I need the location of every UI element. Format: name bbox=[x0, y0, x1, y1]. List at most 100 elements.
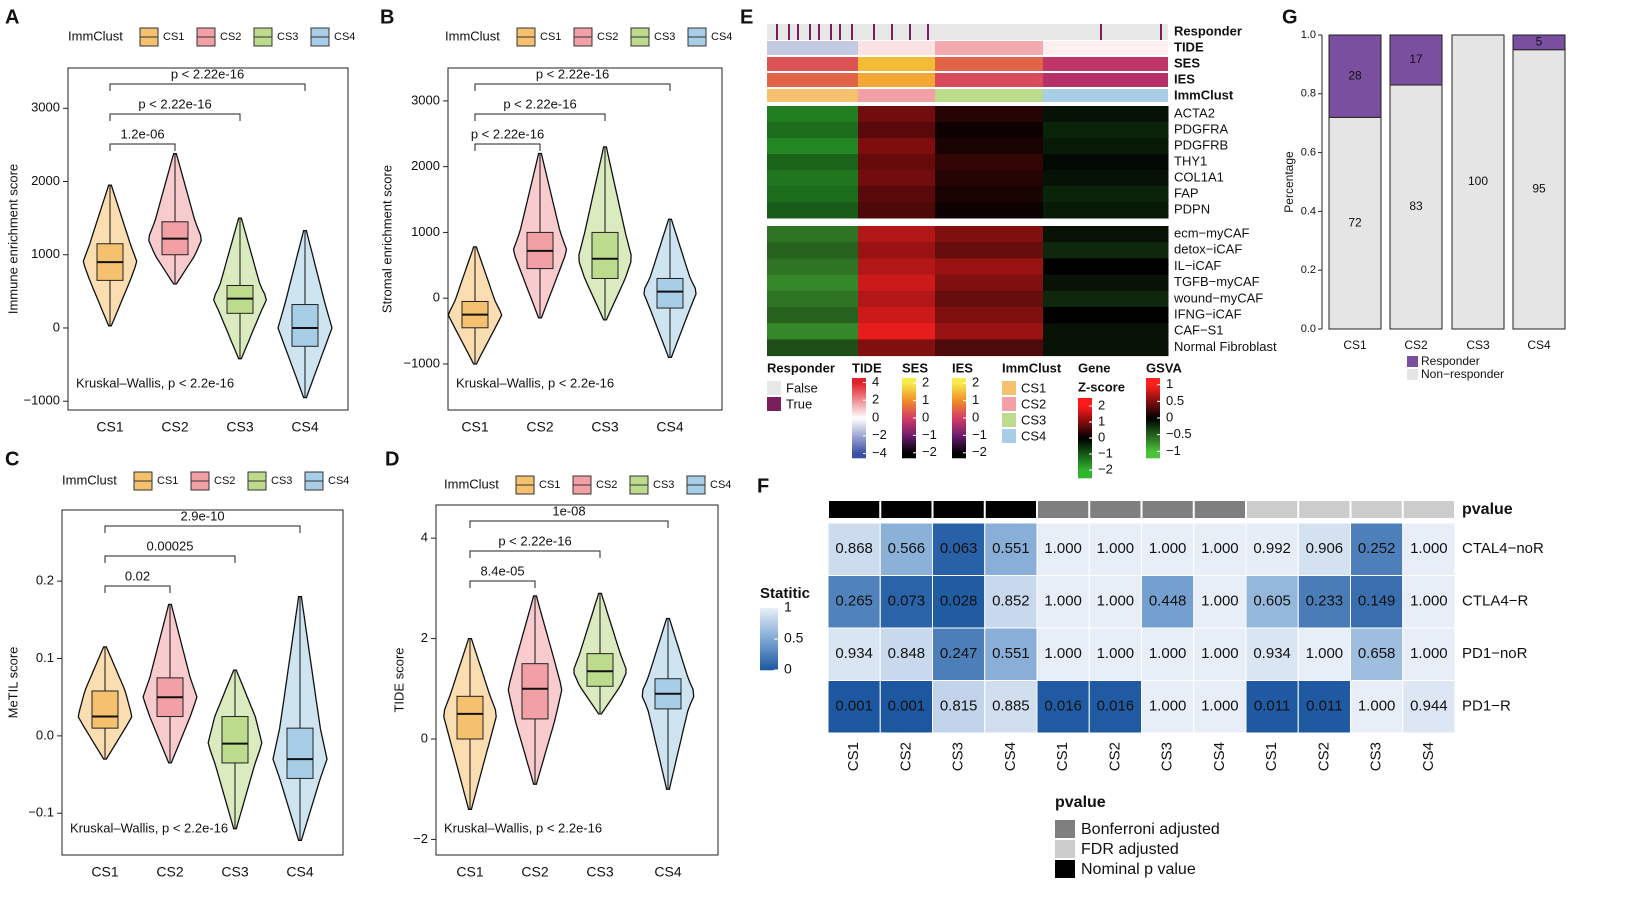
legend-label: CS4 bbox=[334, 31, 355, 43]
colorbar-step bbox=[902, 434, 916, 437]
y-axis-label: MeTIL score bbox=[5, 647, 20, 719]
cell-label: 1.000 bbox=[1410, 540, 1448, 557]
panel-letter: F bbox=[757, 475, 769, 497]
colorbar-step bbox=[902, 406, 916, 409]
colorbar-step bbox=[1078, 430, 1092, 433]
bar-label: 17 bbox=[1409, 52, 1423, 66]
colorbar-step bbox=[902, 424, 916, 427]
box bbox=[221, 716, 249, 764]
colorbar-step bbox=[952, 440, 966, 443]
colorbar-step bbox=[952, 392, 966, 395]
colorbar-step bbox=[1146, 446, 1160, 449]
responder-stripe bbox=[1160, 24, 1162, 40]
colorbar-step bbox=[952, 446, 966, 449]
y-tick-label: 0 bbox=[53, 319, 60, 334]
pvalue-bar bbox=[1247, 501, 1298, 518]
colorbar-step bbox=[1146, 440, 1160, 443]
cell-label: 0.073 bbox=[888, 593, 926, 610]
y-tick-label: 0.2 bbox=[36, 573, 54, 588]
cell-label: 0.233 bbox=[1306, 593, 1344, 610]
colorbar-step bbox=[852, 444, 866, 447]
legend-swatch bbox=[767, 381, 781, 395]
bar-segment bbox=[1389, 84, 1443, 330]
colorbar-step bbox=[952, 390, 966, 393]
colorbar-step bbox=[852, 412, 866, 415]
colorbar-step bbox=[902, 378, 916, 381]
y-tick-label: 3000 bbox=[411, 92, 440, 107]
colorbar-step bbox=[760, 658, 778, 661]
colorbar-step bbox=[1146, 432, 1160, 435]
legend-title: ImmClust bbox=[445, 28, 500, 43]
colorbar-step bbox=[902, 414, 916, 417]
colorbar-step bbox=[1146, 408, 1160, 411]
x-tick-label: CS3 bbox=[226, 419, 253, 435]
colorbar-step bbox=[1078, 398, 1092, 401]
colorbar-step bbox=[952, 394, 966, 397]
heatmap-cell bbox=[858, 202, 936, 219]
comparison-label: 2.9e-10 bbox=[180, 508, 224, 523]
colorbar-label: −0.5 bbox=[1166, 426, 1192, 441]
colorbar-step bbox=[852, 424, 866, 427]
x-tick-label: CS4 bbox=[286, 864, 313, 880]
colorbar-step bbox=[852, 414, 866, 417]
plot-frame bbox=[435, 504, 719, 856]
cell bbox=[879, 680, 933, 734]
responder-stripe bbox=[851, 24, 853, 40]
heatmap-cell bbox=[858, 242, 936, 259]
comparison-bracket bbox=[469, 550, 601, 558]
box bbox=[586, 653, 614, 687]
heatmap-cell bbox=[1043, 106, 1169, 123]
x-tick-label: CS1 bbox=[461, 419, 488, 435]
colorbar-step bbox=[1078, 414, 1092, 417]
cell-label: 1.000 bbox=[1097, 540, 1135, 557]
colorbar-label: 0 bbox=[1098, 429, 1105, 444]
colorbar-step bbox=[760, 632, 778, 635]
legend-label: CS4 bbox=[1021, 428, 1046, 443]
bar-segment bbox=[1512, 49, 1566, 330]
cell-label: 0.011 bbox=[1306, 698, 1342, 715]
colorbar-step bbox=[952, 422, 966, 425]
colorbar-step bbox=[760, 662, 778, 665]
heatmap-cell bbox=[1043, 226, 1169, 243]
colorbar-step bbox=[1146, 394, 1160, 397]
colorbar-step bbox=[852, 448, 866, 451]
cell-label: 0.605 bbox=[1253, 593, 1291, 610]
cell-label: 0.551 bbox=[992, 540, 1030, 557]
colorbar-label: 1 bbox=[972, 392, 979, 407]
bar-label: 72 bbox=[1348, 215, 1362, 229]
row-label: IES bbox=[1174, 71, 1195, 86]
colorbar-step bbox=[902, 418, 916, 421]
cell bbox=[1350, 575, 1404, 629]
colorbar-step bbox=[760, 608, 778, 611]
cell bbox=[1297, 575, 1351, 629]
row-label: ecm−myCAF bbox=[1174, 226, 1250, 241]
cell bbox=[1141, 575, 1195, 629]
cell-label: 1.000 bbox=[1149, 698, 1187, 715]
colorbar-step bbox=[902, 384, 916, 387]
cell-label: 0.149 bbox=[1358, 593, 1396, 610]
colorbar-step bbox=[1146, 406, 1160, 409]
cell-label: 0.001 bbox=[835, 698, 873, 715]
cell-label: 0.448 bbox=[1149, 593, 1187, 610]
comparison-label: 1e-08 bbox=[552, 503, 585, 518]
colorbar-step bbox=[952, 400, 966, 403]
x-tick-label: CS3 bbox=[221, 864, 248, 880]
heatmap-cell bbox=[767, 154, 859, 171]
annotation-cell bbox=[1043, 41, 1168, 55]
row-label: Responder bbox=[1174, 23, 1242, 38]
heatmap-cell bbox=[858, 290, 936, 308]
plot-frame bbox=[61, 509, 344, 856]
colorbar-step bbox=[952, 444, 966, 447]
colorbar-step bbox=[1078, 464, 1092, 467]
colorbar-step bbox=[952, 424, 966, 427]
heatmap-cell bbox=[858, 258, 936, 276]
pvalue-bar bbox=[1142, 501, 1193, 518]
colorbar-label: 0.5 bbox=[1166, 393, 1184, 408]
colorbar-step bbox=[1146, 382, 1160, 385]
colorbar-step bbox=[1078, 420, 1092, 423]
legend-label: CS2 bbox=[597, 31, 618, 43]
legend-swatch bbox=[1002, 397, 1016, 411]
legend-label: CS4 bbox=[328, 475, 349, 487]
heatmap-cell bbox=[935, 226, 1044, 243]
heatmap-cell bbox=[767, 122, 859, 139]
